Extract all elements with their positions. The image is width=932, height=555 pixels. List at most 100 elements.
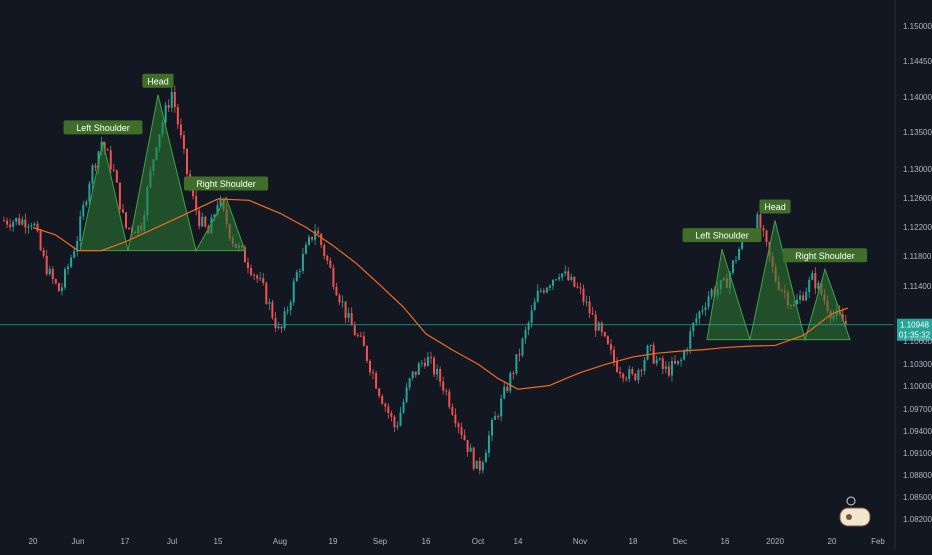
candle-body xyxy=(445,390,448,392)
x-tick-label: 14 xyxy=(514,537,523,546)
y-tick-label: 1.09100 xyxy=(903,449,932,458)
candle-body xyxy=(176,107,179,125)
candle xyxy=(442,376,445,395)
candle-body xyxy=(515,354,518,374)
candle-body xyxy=(655,359,658,364)
candle-body xyxy=(561,273,564,278)
candle-body xyxy=(442,381,445,391)
y-tick-label: 1.13000 xyxy=(903,165,932,174)
candle xyxy=(286,306,289,315)
candle xyxy=(649,344,652,352)
candle-body xyxy=(646,345,649,360)
x-axis[interactable]: 20 Jun 17 Jul 15 Aug 19 Sep 16 Oct 14 Nov 18 Dec 16 202… xyxy=(29,537,886,546)
candle xyxy=(341,295,344,308)
candle-body xyxy=(564,271,567,274)
candle-body xyxy=(253,274,256,276)
candles-layer xyxy=(3,85,847,475)
candle xyxy=(417,361,420,375)
candle xyxy=(524,326,527,344)
candle-body xyxy=(469,447,472,452)
candle xyxy=(91,163,94,190)
candle xyxy=(85,199,88,208)
candle xyxy=(338,293,341,306)
candle-body xyxy=(436,368,439,375)
candle-body xyxy=(466,440,469,452)
candle xyxy=(661,355,664,375)
y-tick-label: 1.11800 xyxy=(903,252,932,261)
candle xyxy=(667,361,670,378)
candle-body xyxy=(799,295,802,300)
candle xyxy=(548,283,551,291)
candle-body xyxy=(802,295,805,301)
candle-body xyxy=(582,288,585,302)
candle-body xyxy=(640,370,643,372)
candle xyxy=(616,357,619,373)
candle xyxy=(484,449,487,463)
candle xyxy=(445,388,448,396)
candle xyxy=(375,370,378,390)
head-and-shoulders-1-shape[interactable] xyxy=(79,94,246,252)
candle-body xyxy=(472,447,475,469)
candle-body xyxy=(475,460,478,469)
candle-body xyxy=(387,406,390,413)
y-axis[interactable]: 1.15000 1.14450 1.14000 1.13500 1.13000 1.126… xyxy=(894,0,932,550)
candle-body xyxy=(362,336,365,347)
candle xyxy=(567,267,570,281)
candle xyxy=(250,264,253,277)
candle-body xyxy=(393,416,396,428)
candle xyxy=(311,236,314,242)
candle-body xyxy=(649,344,652,346)
candle xyxy=(198,208,201,230)
candle xyxy=(301,247,304,274)
candle-body xyxy=(64,269,66,288)
candle-body xyxy=(613,349,615,362)
candle xyxy=(179,118,182,139)
candle xyxy=(503,380,506,400)
pattern-label-right-shoulder: Right Shoulder xyxy=(782,248,868,263)
candle-body xyxy=(512,372,515,374)
candle xyxy=(320,232,323,249)
candle xyxy=(579,282,582,295)
head-and-shoulders-2-shape[interactable] xyxy=(706,220,851,342)
candle xyxy=(9,218,12,231)
candle-body xyxy=(45,255,48,275)
candle xyxy=(243,244,246,263)
candle-body xyxy=(805,292,808,301)
candle xyxy=(289,299,292,316)
candle xyxy=(411,371,414,381)
candle xyxy=(591,307,594,315)
candle-body xyxy=(128,227,131,229)
candle xyxy=(707,291,710,310)
candle-body xyxy=(494,416,497,420)
candle xyxy=(530,304,533,328)
candle-body xyxy=(558,277,561,280)
x-tick-label: 16 xyxy=(422,537,431,546)
candle-body xyxy=(192,188,195,197)
candle xyxy=(390,410,393,422)
candle xyxy=(701,305,704,315)
candle-body xyxy=(384,404,387,407)
candle-body xyxy=(344,301,347,318)
candle-body xyxy=(460,427,463,435)
candle xyxy=(658,357,661,361)
candle-body xyxy=(591,313,594,315)
candle xyxy=(219,195,222,208)
candle-body xyxy=(338,295,341,303)
candle xyxy=(670,356,673,382)
patterns-layer xyxy=(79,94,851,342)
candle-body xyxy=(817,282,820,289)
y-tick-label: 1.13500 xyxy=(903,128,932,137)
svg-text:Right Shoulder: Right Shoulder xyxy=(196,179,256,189)
candle xyxy=(344,301,347,324)
candle-body xyxy=(417,363,420,375)
candle xyxy=(253,273,256,281)
candle-body xyxy=(365,346,368,361)
y-tick-label: 1.08500 xyxy=(903,493,932,502)
candle xyxy=(24,213,27,234)
x-tick-label: 20 xyxy=(29,537,38,546)
candle-body xyxy=(91,165,94,184)
candle xyxy=(359,331,362,338)
